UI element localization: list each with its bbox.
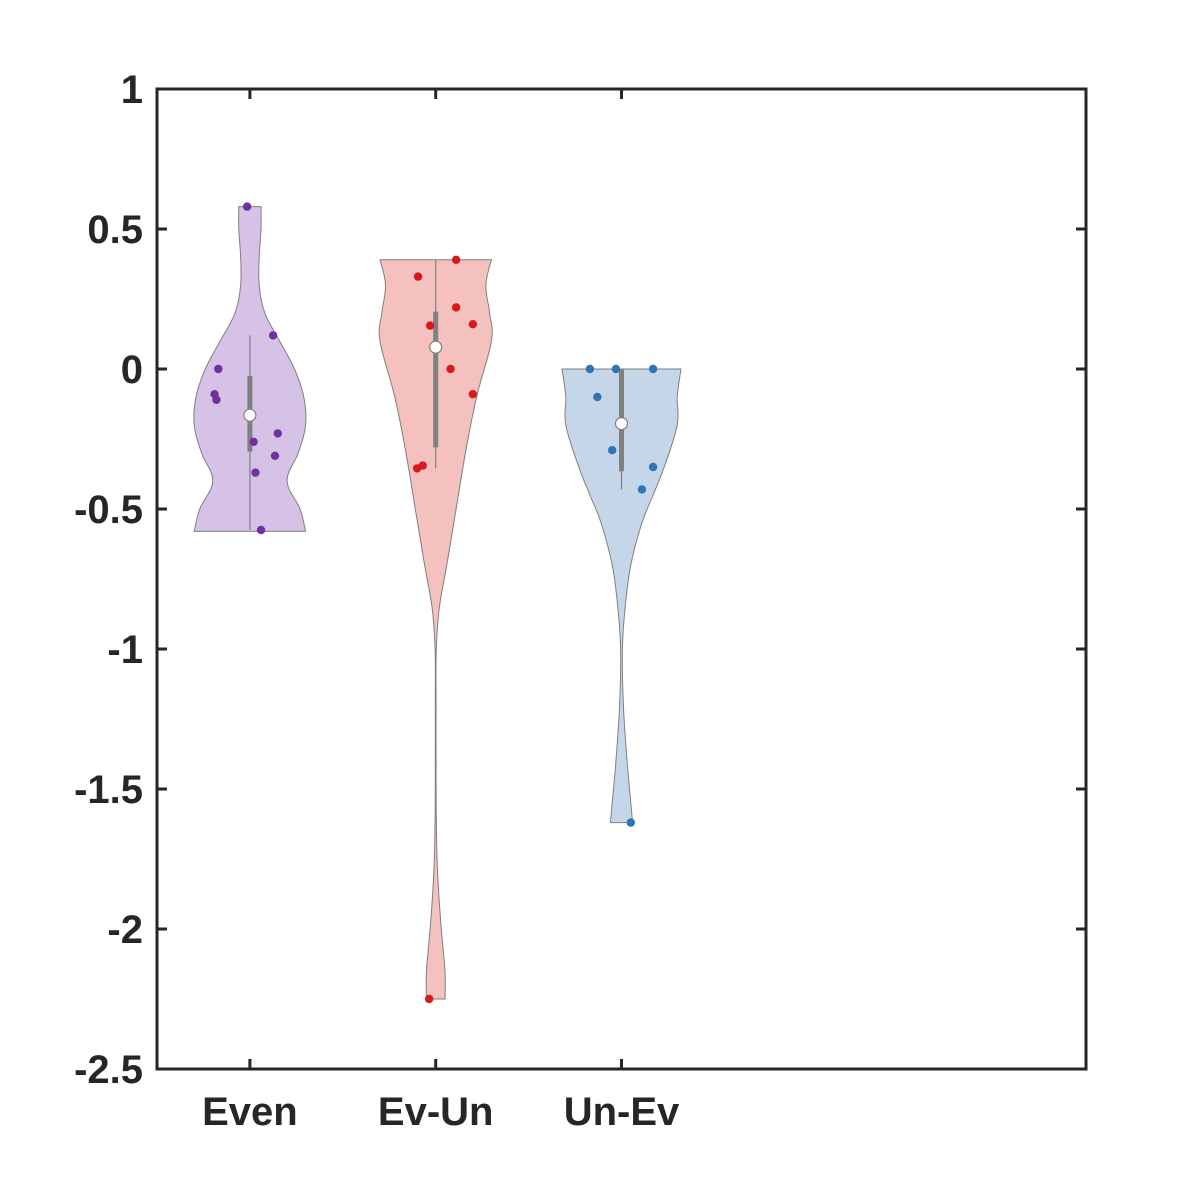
x-category-label: Even bbox=[202, 1090, 298, 1134]
data-point bbox=[242, 202, 252, 211]
x-category-label: Un-Ev bbox=[564, 1090, 680, 1134]
data-point bbox=[637, 485, 647, 494]
y-tick-label: -2 bbox=[107, 908, 143, 952]
data-point bbox=[214, 364, 223, 374]
data-point bbox=[446, 364, 455, 374]
y-tick-label: -1.5 bbox=[74, 768, 143, 812]
data-point bbox=[273, 429, 282, 438]
data-point bbox=[468, 390, 478, 399]
violin-layer bbox=[193, 202, 682, 1004]
y-tick-label: 0 bbox=[121, 348, 143, 392]
y-tick-label: -2.5 bbox=[74, 1048, 143, 1092]
violin-group-even bbox=[193, 202, 307, 535]
y-tick-label: -1 bbox=[107, 628, 143, 672]
median-marker bbox=[243, 408, 257, 422]
median-marker bbox=[614, 417, 629, 431]
median-marker bbox=[429, 340, 443, 354]
y-tick-label: 1 bbox=[121, 68, 143, 112]
data-point bbox=[451, 255, 461, 264]
data-point bbox=[608, 446, 617, 455]
data-point bbox=[468, 320, 478, 329]
violin-group-un-ev bbox=[561, 364, 682, 827]
data-point bbox=[424, 994, 434, 1004]
data-point bbox=[585, 364, 595, 374]
data-point bbox=[413, 272, 423, 281]
data-point bbox=[593, 392, 602, 402]
data-point bbox=[611, 364, 621, 374]
data-point bbox=[268, 331, 278, 340]
data-point bbox=[212, 395, 221, 404]
data-point bbox=[626, 818, 635, 827]
y-tick-label: 0.5 bbox=[87, 208, 143, 252]
violin-body bbox=[378, 259, 493, 1000]
data-point bbox=[648, 364, 658, 374]
axes-layer: 1 0.5 0 -0.5 -1 -1.5 -2 -2.5 Even Ev-Un Un-Ev bbox=[74, 68, 1088, 1134]
violin-group-ev-un bbox=[378, 255, 493, 1004]
data-point bbox=[251, 468, 260, 477]
data-point bbox=[451, 303, 461, 312]
data-point bbox=[425, 321, 435, 330]
x-category-label: Ev-Un bbox=[378, 1090, 494, 1134]
data-point bbox=[648, 462, 658, 472]
data-point bbox=[270, 451, 280, 460]
violin-body bbox=[561, 368, 682, 824]
data-point bbox=[256, 525, 266, 535]
data-point bbox=[412, 464, 422, 473]
y-tick-label: -0.5 bbox=[74, 488, 143, 532]
data-point bbox=[249, 437, 258, 446]
